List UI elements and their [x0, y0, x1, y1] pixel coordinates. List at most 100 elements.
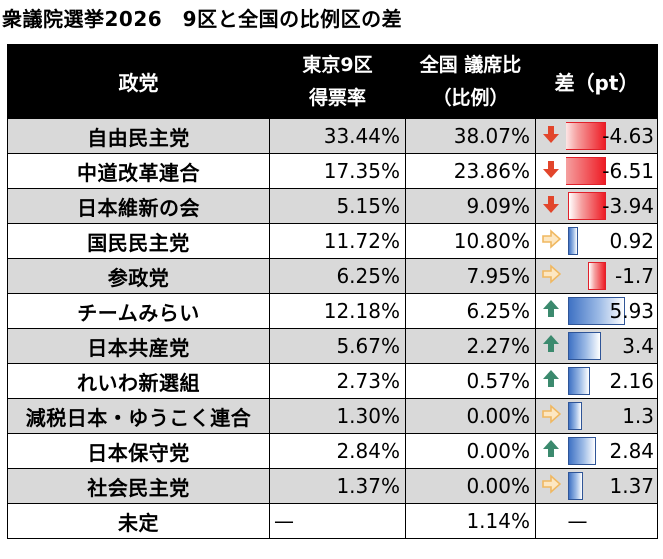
tokyo-vote-share: 1.30% — [269, 398, 406, 434]
chart-title: 衆議院選挙2026 9区と全国の比例区の差 — [2, 7, 403, 31]
table-row: 参政党 6.25% 7.95% -1.7 — [7, 258, 659, 294]
table-row: れいわ新選組 2.73% 0.57% 2.16 — [7, 363, 659, 399]
party-name: 未定 — [7, 503, 270, 539]
trend-cell — [535, 363, 566, 399]
diff-cell: -1.7 — [565, 258, 659, 294]
diff-value: 3.4 — [622, 334, 655, 358]
table-row: 社会民主党 1.37% 0.00% 1.37 — [7, 468, 659, 504]
trend-cell — [535, 153, 566, 189]
diff-value: 5.93 — [609, 299, 655, 323]
diff-bar — [587, 262, 606, 290]
national-seat-share: 23.86% — [405, 153, 536, 189]
arrow-up-icon — [541, 334, 561, 359]
arrow-right-icon — [541, 264, 561, 289]
diff-value: -4.63 — [602, 124, 655, 148]
diff-cell: 3.4 — [565, 328, 659, 364]
trend-cell — [535, 503, 566, 539]
diff-cell: 2.84 — [565, 433, 659, 469]
diff-value: 1.37 — [609, 474, 655, 498]
header-party: 政党 — [7, 44, 270, 119]
arrow-right-icon — [541, 404, 561, 429]
trend-cell — [535, 328, 566, 364]
trend-cell — [535, 188, 566, 224]
diff-bar — [567, 437, 596, 465]
table-row: チームみらい 12.18% 6.25% 5.93 — [7, 293, 659, 329]
trend-cell — [535, 118, 566, 154]
diff-bar — [567, 472, 583, 500]
party-name: 減税日本・ゆうこく連合 — [7, 398, 270, 434]
tokyo-vote-share: 11.72% — [269, 223, 406, 259]
diff-bar — [567, 367, 590, 395]
table-row: 減税日本・ゆうこく連合 1.30% 0.00% 1.3 — [7, 398, 659, 434]
diff-cell: -3.94 — [565, 188, 659, 224]
trend-cell — [535, 398, 566, 434]
header-tokyo-line2: 得票率 — [308, 86, 366, 109]
table-row: 日本保守党 2.84% 0.00% 2.84 — [7, 433, 659, 469]
table-row: 中道改革連合 17.35% 23.86% -6.51 — [7, 153, 659, 189]
national-seat-share: 1.14% — [405, 503, 536, 539]
table-row: 自由民主党 33.44% 38.07% -4.63 — [7, 118, 659, 154]
party-name: 参政党 — [7, 258, 270, 294]
national-seat-share: 9.09% — [405, 188, 536, 224]
header-tokyo: 東京9区 得票率 — [269, 44, 406, 119]
trend-cell — [535, 468, 566, 504]
party-name: 日本共産党 — [7, 328, 270, 364]
diff-cell: -6.51 — [565, 153, 659, 189]
arrow-down-icon — [541, 124, 561, 149]
party-name: 国民民主党 — [7, 223, 270, 259]
party-name: 日本維新の会 — [7, 188, 270, 224]
party-name: 自由民主党 — [7, 118, 270, 154]
arrow-down-icon — [541, 194, 561, 219]
national-seat-share: 0.57% — [405, 363, 536, 399]
diff-value: -1.7 — [614, 264, 655, 288]
arrow-up-icon — [541, 299, 561, 324]
diff-cell: 1.3 — [565, 398, 659, 434]
diff-cell: 2.16 — [565, 363, 659, 399]
tokyo-vote-share: 17.35% — [269, 153, 406, 189]
table-body: 自由民主党 33.44% 38.07% -4.63 中道改革連合 17.35% 23.86%… — [7, 118, 659, 539]
header-national-line1: 全国 議席比 — [419, 53, 522, 76]
diff-bar — [567, 192, 606, 220]
table-row: 日本維新の会 5.15% 9.09% -3.94 — [7, 188, 659, 224]
diff-cell: 5.93 — [565, 293, 659, 329]
national-seat-share: 38.07% — [405, 118, 536, 154]
table-row: 国民民主党 11.72% 10.80% 0.92 — [7, 223, 659, 259]
header-row: 政党 東京9区 得票率 全国 議席比 （比例） 差（pt） — [7, 44, 659, 119]
diff-bar — [567, 227, 578, 255]
tokyo-vote-share: — — [269, 503, 406, 539]
national-seat-share: 7.95% — [405, 258, 536, 294]
party-name: 日本保守党 — [7, 433, 270, 469]
tokyo-vote-share: 2.84% — [269, 433, 406, 469]
diff-bar — [565, 157, 606, 185]
diff-bar — [565, 122, 606, 150]
trend-cell — [535, 293, 566, 329]
trend-cell — [535, 258, 566, 294]
diff-cell: 0.92 — [565, 223, 659, 259]
table-row: 未定 —1.14% — — [7, 503, 659, 539]
diff-cell: -4.63 — [565, 118, 659, 154]
arrow-right-icon — [541, 229, 561, 254]
table-row: 日本共産党 5.67% 2.27% 3.4 — [7, 328, 659, 364]
national-seat-share: 6.25% — [405, 293, 536, 329]
tokyo-vote-share: 12.18% — [269, 293, 406, 329]
diff-value: -3.94 — [602, 194, 655, 218]
tokyo-vote-share: 1.37% — [269, 468, 406, 504]
header-national: 全国 議席比 （比例） — [405, 44, 536, 119]
tokyo-vote-share: 33.44% — [269, 118, 406, 154]
national-seat-share: 2.27% — [405, 328, 536, 364]
diff-value: -6.51 — [602, 159, 655, 183]
diff-value: — — [567, 509, 588, 533]
diff-bar — [567, 332, 601, 360]
arrow-down-icon — [541, 159, 561, 184]
tokyo-vote-share: 5.15% — [269, 188, 406, 224]
party-name: 社会民主党 — [7, 468, 270, 504]
party-name: 中道改革連合 — [7, 153, 270, 189]
diff-bar — [567, 297, 625, 325]
tokyo-vote-share: 5.67% — [269, 328, 406, 364]
diff-value: 0.92 — [609, 229, 655, 253]
diff-cell: — — [565, 503, 659, 539]
arrow-right-icon — [541, 474, 561, 499]
arrow-up-icon — [541, 439, 561, 464]
diff-bar — [567, 402, 582, 430]
diff-value: 2.16 — [609, 369, 655, 393]
